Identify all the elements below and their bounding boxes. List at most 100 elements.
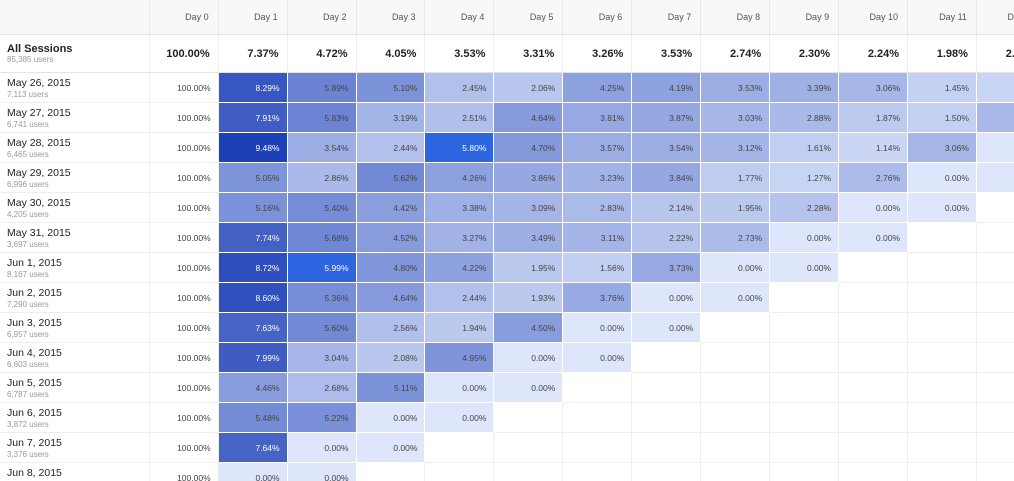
cohort-cell-day-6[interactable]: 0.00% <box>562 342 633 373</box>
cohort-cell-day-0[interactable]: 100.00% <box>149 462 219 481</box>
cohort-cell-day-9[interactable]: 1.27% <box>769 162 840 193</box>
cohort-cell-day-2[interactable]: 5.89% <box>287 72 357 103</box>
cohort-cell-day-3[interactable]: 2.08% <box>356 342 426 373</box>
cohort-cell-day-2[interactable]: 5.22% <box>287 402 357 433</box>
cohort-cell-day-3[interactable]: 5.10% <box>356 72 426 103</box>
cohort-cell-day-1[interactable]: 7.91% <box>218 102 288 133</box>
cohort-cell-day-6[interactable]: 3.23% <box>562 162 633 193</box>
cohort-cell-day-1[interactable]: 7.99% <box>218 342 288 373</box>
cohort-cell-day-2[interactable]: 0.00% <box>287 432 357 463</box>
cohort-cell-day-10[interactable]: 0.00% <box>838 192 909 223</box>
cohort-cell-day-7[interactable]: 2.14% <box>631 192 702 223</box>
cohort-row[interactable]: May 28, 2015 6,465 users 100.00% 9.48% 3.54%… <box>0 132 1014 163</box>
cohort-cell-day-6[interactable]: 1.56% <box>562 252 633 283</box>
cohort-cell-day-10[interactable]: 0.00% <box>838 222 909 253</box>
cohort-cell-day-0[interactable]: 100.00% <box>149 252 219 283</box>
cohort-cell-day-9[interactable]: 0.00% <box>769 222 840 253</box>
cohort-cell-day-1[interactable]: 8.72% <box>218 252 288 283</box>
cohort-cell-day-2[interactable]: 5.60% <box>287 312 357 343</box>
cohort-cell-day-3[interactable]: 3.19% <box>356 102 426 133</box>
cohort-cell-day-0[interactable]: 100.00% <box>149 312 219 343</box>
cohort-cell-day-9[interactable]: 2.88% <box>769 102 840 133</box>
header-day-10[interactable]: Day 10 <box>838 0 909 35</box>
cohort-cell-day-9[interactable]: 3.39% <box>769 72 840 103</box>
cohort-cell-day-3[interactable]: 4.52% <box>356 222 426 253</box>
cohort-row[interactable]: May 26, 2015 7,113 users 100.00% 8.29% 5.89%… <box>0 72 1014 103</box>
cohort-cell-day-0[interactable]: 100.00% <box>149 102 219 133</box>
cohort-cell-day-12[interactable]: 2.86% <box>976 102 1014 133</box>
cohort-cell-day-5[interactable]: 3.09% <box>493 192 564 223</box>
cohort-cell-day-11[interactable]: 1.45% <box>907 72 977 103</box>
cohort-cell-day-12[interactable]: 1.19% <box>976 72 1014 103</box>
cohort-cell-day-5[interactable]: 1.95% <box>493 252 564 283</box>
cohort-cell-day-9[interactable]: 2.28% <box>769 192 840 223</box>
cohort-cell-day-3[interactable]: 4.80% <box>356 252 426 283</box>
cohort-cell-day-5[interactable]: 1.93% <box>493 282 564 313</box>
cohort-cell-day-6[interactable]: 3.11% <box>562 222 633 253</box>
cohort-cell-day-2[interactable]: 0.00% <box>287 462 357 481</box>
cohort-cell-day-8[interactable]: 3.53% <box>700 72 771 103</box>
cohort-cell-day-7[interactable]: 3.84% <box>631 162 702 193</box>
cohort-cell-day-1[interactable]: 0.00% <box>218 462 288 481</box>
cohort-cell-day-1[interactable]: 7.74% <box>218 222 288 253</box>
cohort-cell-day-1[interactable]: 8.29% <box>218 72 288 103</box>
cohort-cell-day-4[interactable]: 4.95% <box>424 342 495 373</box>
cohort-cell-day-1[interactable]: 7.63% <box>218 312 288 343</box>
cohort-cell-day-5[interactable]: 4.64% <box>493 102 564 133</box>
cohort-cell-day-8[interactable]: 3.03% <box>700 102 771 133</box>
cohort-cell-day-0[interactable]: 100.00% <box>149 222 219 253</box>
cohort-cell-day-12[interactable]: 0.00% <box>976 132 1014 163</box>
all-sessions-row[interactable]: All Sessions 85,385 users 100.00% 7.37% 4.… <box>0 34 1014 73</box>
cohort-cell-day-3[interactable]: 2.44% <box>356 132 426 163</box>
cohort-cell-day-3[interactable]: 4.64% <box>356 282 426 313</box>
header-day-5[interactable]: Day 5 <box>493 0 564 35</box>
header-day-8[interactable]: Day 8 <box>700 0 771 35</box>
cohort-cell-day-8[interactable]: 1.95% <box>700 192 771 223</box>
cohort-cell-day-4[interactable]: 4.22% <box>424 252 495 283</box>
cohort-cell-day-7[interactable]: 3.87% <box>631 102 702 133</box>
cohort-cell-day-4[interactable]: 1.94% <box>424 312 495 343</box>
header-day-12[interactable]: Day 12 <box>976 0 1014 35</box>
cohort-cell-day-5[interactable]: 3.86% <box>493 162 564 193</box>
header-day-0[interactable]: Day 0 <box>149 0 219 35</box>
cohort-cell-day-2[interactable]: 5.36% <box>287 282 357 313</box>
cohort-cell-day-2[interactable]: 5.83% <box>287 102 357 133</box>
cohort-cell-day-8[interactable]: 1.77% <box>700 162 771 193</box>
cohort-cell-day-0[interactable]: 100.00% <box>149 372 219 403</box>
cohort-cell-day-3[interactable]: 5.11% <box>356 372 426 403</box>
cohort-row[interactable]: May 30, 2015 4,205 users 100.00% 5.16% 5.40%… <box>0 192 1014 223</box>
cohort-cell-day-0[interactable]: 100.00% <box>149 282 219 313</box>
cohort-row[interactable]: May 27, 2015 6,741 users 100.00% 7.91% 5.83%… <box>0 102 1014 133</box>
cohort-cell-day-11[interactable]: 0.00% <box>907 192 977 223</box>
cohort-cell-day-1[interactable]: 7.64% <box>218 432 288 463</box>
cohort-cell-day-6[interactable]: 3.81% <box>562 102 633 133</box>
cohort-cell-day-2[interactable]: 3.54% <box>287 132 357 163</box>
cohort-cell-day-5[interactable]: 4.50% <box>493 312 564 343</box>
cohort-cell-day-8[interactable]: 0.00% <box>700 282 771 313</box>
cohort-cell-day-3[interactable]: 0.00% <box>356 402 426 433</box>
cohort-cell-day-7[interactable]: 4.19% <box>631 72 702 103</box>
cohort-cell-day-5[interactable]: 0.00% <box>493 342 564 373</box>
cohort-row[interactable]: Jun 6, 2015 3,872 users 100.00% 5.48% 5.22% 0… <box>0 402 1014 433</box>
cohort-cell-day-11[interactable]: 0.00% <box>907 162 977 193</box>
cohort-cell-day-7[interactable]: 3.54% <box>631 132 702 163</box>
cohort-cell-day-11[interactable]: 1.50% <box>907 102 977 133</box>
cohort-cell-day-1[interactable]: 8.60% <box>218 282 288 313</box>
cohort-cell-day-4[interactable]: 2.45% <box>424 72 495 103</box>
cohort-row[interactable]: Jun 5, 2015 6,787 users 100.00% 4.46% 2.68% 5… <box>0 372 1014 403</box>
cohort-cell-day-7[interactable]: 0.00% <box>631 282 702 313</box>
cohort-cell-day-5[interactable]: 3.49% <box>493 222 564 253</box>
cohort-row[interactable]: Jun 3, 2015 6,957 users 100.00% 7.63% 5.60% 2… <box>0 312 1014 343</box>
cohort-cell-day-8[interactable]: 0.00% <box>700 252 771 283</box>
cohort-cell-day-1[interactable]: 4.46% <box>218 372 288 403</box>
cohort-cell-day-8[interactable]: 2.73% <box>700 222 771 253</box>
cohort-cell-day-0[interactable]: 100.00% <box>149 132 219 163</box>
cohort-cell-day-5[interactable]: 2.06% <box>493 72 564 103</box>
cohort-cell-day-1[interactable]: 5.16% <box>218 192 288 223</box>
cohort-cell-day-10[interactable]: 3.06% <box>838 72 909 103</box>
cohort-cell-day-0[interactable]: 100.00% <box>149 342 219 373</box>
cohort-cell-day-12[interactable]: 0.00% <box>976 162 1014 193</box>
header-day-7[interactable]: Day 7 <box>631 0 702 35</box>
cohort-cell-day-0[interactable]: 100.00% <box>149 402 219 433</box>
